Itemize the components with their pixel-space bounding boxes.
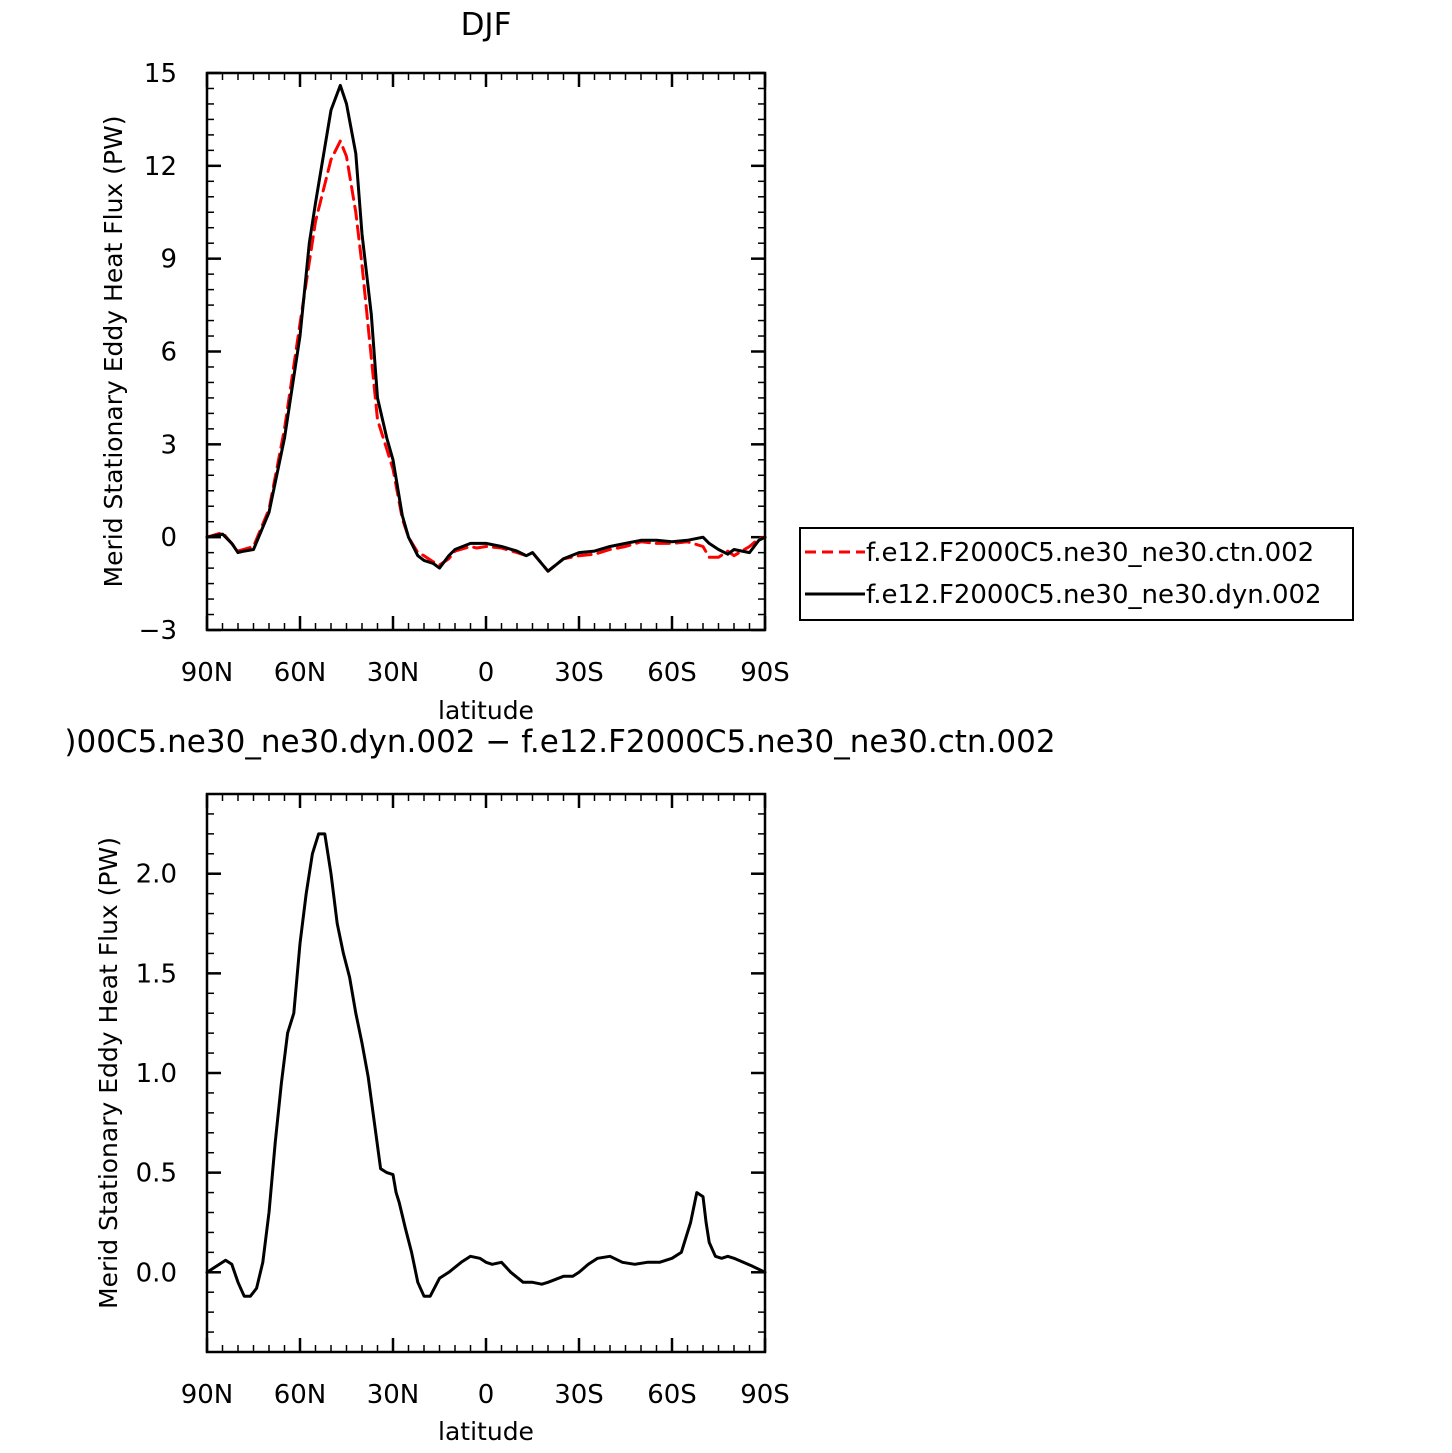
legend-entry-1: f.e12.F2000C5.ne30_ne30.dyn.002 (866, 580, 1322, 610)
y-tick-label: 12 (144, 152, 177, 182)
y-tick-label: −3 (139, 616, 177, 646)
x-tick-label: 90S (740, 1380, 790, 1410)
x-tick-label: 0 (478, 658, 495, 688)
plot-frame (205, 71, 767, 632)
y-tick-label: 9 (160, 245, 177, 275)
x-tick-label: 30N (367, 658, 420, 688)
series-line-0 (205, 139, 767, 573)
legend-entry-0: f.e12.F2000C5.ne30_ne30.ctn.002 (866, 538, 1314, 568)
y-tick-label: 0 (160, 523, 177, 553)
y-tick-label: 2.0 (136, 860, 177, 890)
x-tick-label: 30N (367, 1380, 420, 1410)
y-tick-label: 0.5 (136, 1159, 177, 1189)
x-tick-label: 60N (274, 658, 327, 688)
x-tick-label: 90S (740, 658, 790, 688)
series-line-1 (205, 83, 767, 573)
y-tick-label: 3 (160, 430, 177, 460)
legend-box (799, 527, 1354, 621)
y-tick-label: 1.0 (136, 1059, 177, 1089)
x-tick-label: 30S (554, 658, 604, 688)
x-tick-label: 60N (274, 1380, 327, 1410)
plot-frame (205, 792, 767, 1354)
x-tick-label: 30S (554, 1380, 604, 1410)
chart-title: )00C5.ne30_ne30.dyn.002 − f.e12.F2000C5.… (64, 724, 1055, 760)
x-tick-label: 90N (181, 1380, 234, 1410)
x-tick-label: 90N (181, 658, 234, 688)
y-axis-label: Merid Stationary Eddy Heat Flux (PW) (99, 116, 128, 588)
y-tick-label: 1.5 (136, 959, 177, 989)
x-tick-label: 60S (647, 1380, 697, 1410)
x-axis-label: latitude (438, 1417, 534, 1446)
y-tick-label: 0.0 (136, 1258, 177, 1288)
y-tick-label: 15 (144, 59, 177, 89)
y-axis-label: Merid Stationary Eddy Heat Flux (PW) (94, 837, 123, 1309)
x-tick-label: 0 (478, 1380, 495, 1410)
series-line-0 (205, 832, 767, 1298)
x-axis-label: latitude (438, 696, 534, 725)
chart-title: DJF (461, 7, 512, 43)
y-tick-label: 6 (160, 338, 177, 368)
x-tick-label: 60S (647, 658, 697, 688)
